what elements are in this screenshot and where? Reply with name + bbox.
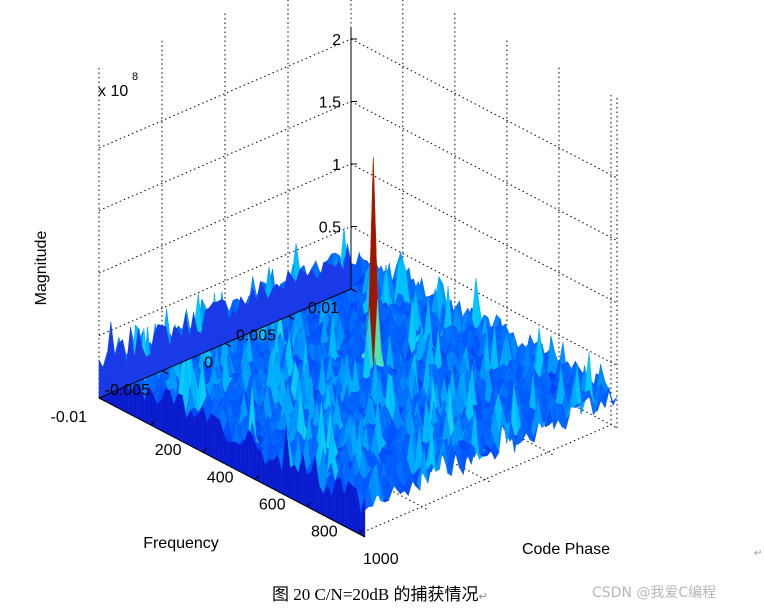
surface-skirt: [216, 299, 222, 348]
x-tick-label: 600: [259, 496, 286, 513]
surface-skirt: [211, 413, 216, 460]
y-axis-label: Frequency: [143, 535, 219, 552]
surface-skirt: [256, 281, 261, 331]
y-tick-label: 0: [204, 355, 213, 372]
surface-mesh: [98, 157, 618, 538]
grid-line: [350, 163, 618, 304]
grid-line: [350, 38, 618, 179]
z-tick-label: 0.5: [319, 220, 341, 237]
grid-line: [98, 101, 352, 211]
surface-skirt: [209, 301, 214, 351]
surface-skirt: [335, 259, 340, 297]
z-tick-label: 2: [332, 32, 341, 49]
grid-line: [98, 163, 352, 274]
surface-skirt: [352, 485, 357, 533]
surface-skirt: [215, 416, 220, 462]
grid-line: [350, 101, 618, 241]
surface-skirt: [197, 330, 202, 356]
surface-skirt: [150, 333, 155, 377]
x-tick-label: 200: [155, 442, 182, 459]
surface-skirt: [348, 480, 353, 531]
surface-skirt: [299, 268, 304, 312]
x-tick-label: 800: [311, 524, 338, 541]
surface-skirt: [146, 353, 151, 378]
z-scale-label: x 10: [98, 83, 128, 100]
grid-line: [358, 424, 612, 535]
return-arrow-icon: ↵: [754, 548, 763, 559]
surface-skirt: [169, 326, 174, 368]
surface-skirt: [335, 477, 341, 525]
z-scale-exponent: 8: [132, 71, 138, 83]
grid-line: [98, 38, 352, 149]
surface-skirt: [272, 283, 277, 324]
surface-skirt: [236, 442, 241, 473]
x-axis-label: Code Phase: [522, 541, 610, 558]
surface-skirt: [273, 453, 278, 492]
surface-skirt: [331, 263, 336, 298]
z-tick-label: 1: [332, 157, 341, 174]
z-tick-label: 1.5: [319, 95, 341, 112]
return-arrow-icon: ↵: [478, 591, 488, 603]
surface-skirt: [279, 286, 285, 320]
surface-skirt: [122, 339, 127, 389]
surface-skirt: [287, 270, 293, 317]
surface-skirt: [177, 393, 183, 442]
surface-skirt: [189, 312, 194, 360]
surface-skirt: [157, 399, 162, 431]
y-tick-label: -0.01: [51, 409, 88, 426]
y-tick-label: -0.005: [105, 382, 150, 399]
z-axis-label: Magnitude: [33, 231, 50, 306]
surface-skirt: [173, 326, 178, 366]
surface-skirt: [98, 359, 104, 399]
y-tick-label: 0.005: [236, 327, 276, 344]
grid-line: [98, 226, 352, 336]
surface-skirt: [283, 270, 289, 319]
surface-skirt: [161, 325, 167, 371]
surface-skirt: [260, 281, 265, 329]
surface-skirt: [240, 440, 245, 475]
surface-skirt: [181, 313, 186, 363]
caption-text: 图 20 C/N=20dB 的捕获情况: [272, 585, 479, 604]
surface-skirt: [205, 307, 210, 353]
surface-skirt: [290, 464, 295, 501]
figure-caption: 图 20 C/N=20dB 的捕获情况↵: [272, 580, 488, 605]
watermark: CSDN @我爱C编程: [592, 585, 717, 601]
surface-skirt: [231, 441, 237, 470]
surface-skirt: [213, 301, 218, 349]
surface-skirt: [198, 406, 204, 453]
surface-skirt: [227, 441, 233, 468]
surface-skirt: [248, 429, 253, 479]
x-tick-label: 1000: [363, 551, 399, 568]
surface-skirt: [220, 299, 226, 346]
grid-line: [350, 226, 618, 366]
surface-skirt: [157, 323, 163, 373]
surface-skirt: [269, 459, 274, 490]
surface-skirt: [327, 263, 332, 300]
surface-skirt: [323, 262, 328, 302]
surface-skirt: [194, 413, 199, 451]
surface-skirt: [256, 448, 262, 483]
surface-skirt: [276, 283, 281, 322]
y-tick-label: 0.01: [308, 300, 339, 317]
surface-skirt: [291, 275, 297, 315]
surface-skirt: [319, 262, 324, 303]
x-tick-label: 400: [207, 469, 234, 486]
surface-skirt: [165, 388, 170, 436]
